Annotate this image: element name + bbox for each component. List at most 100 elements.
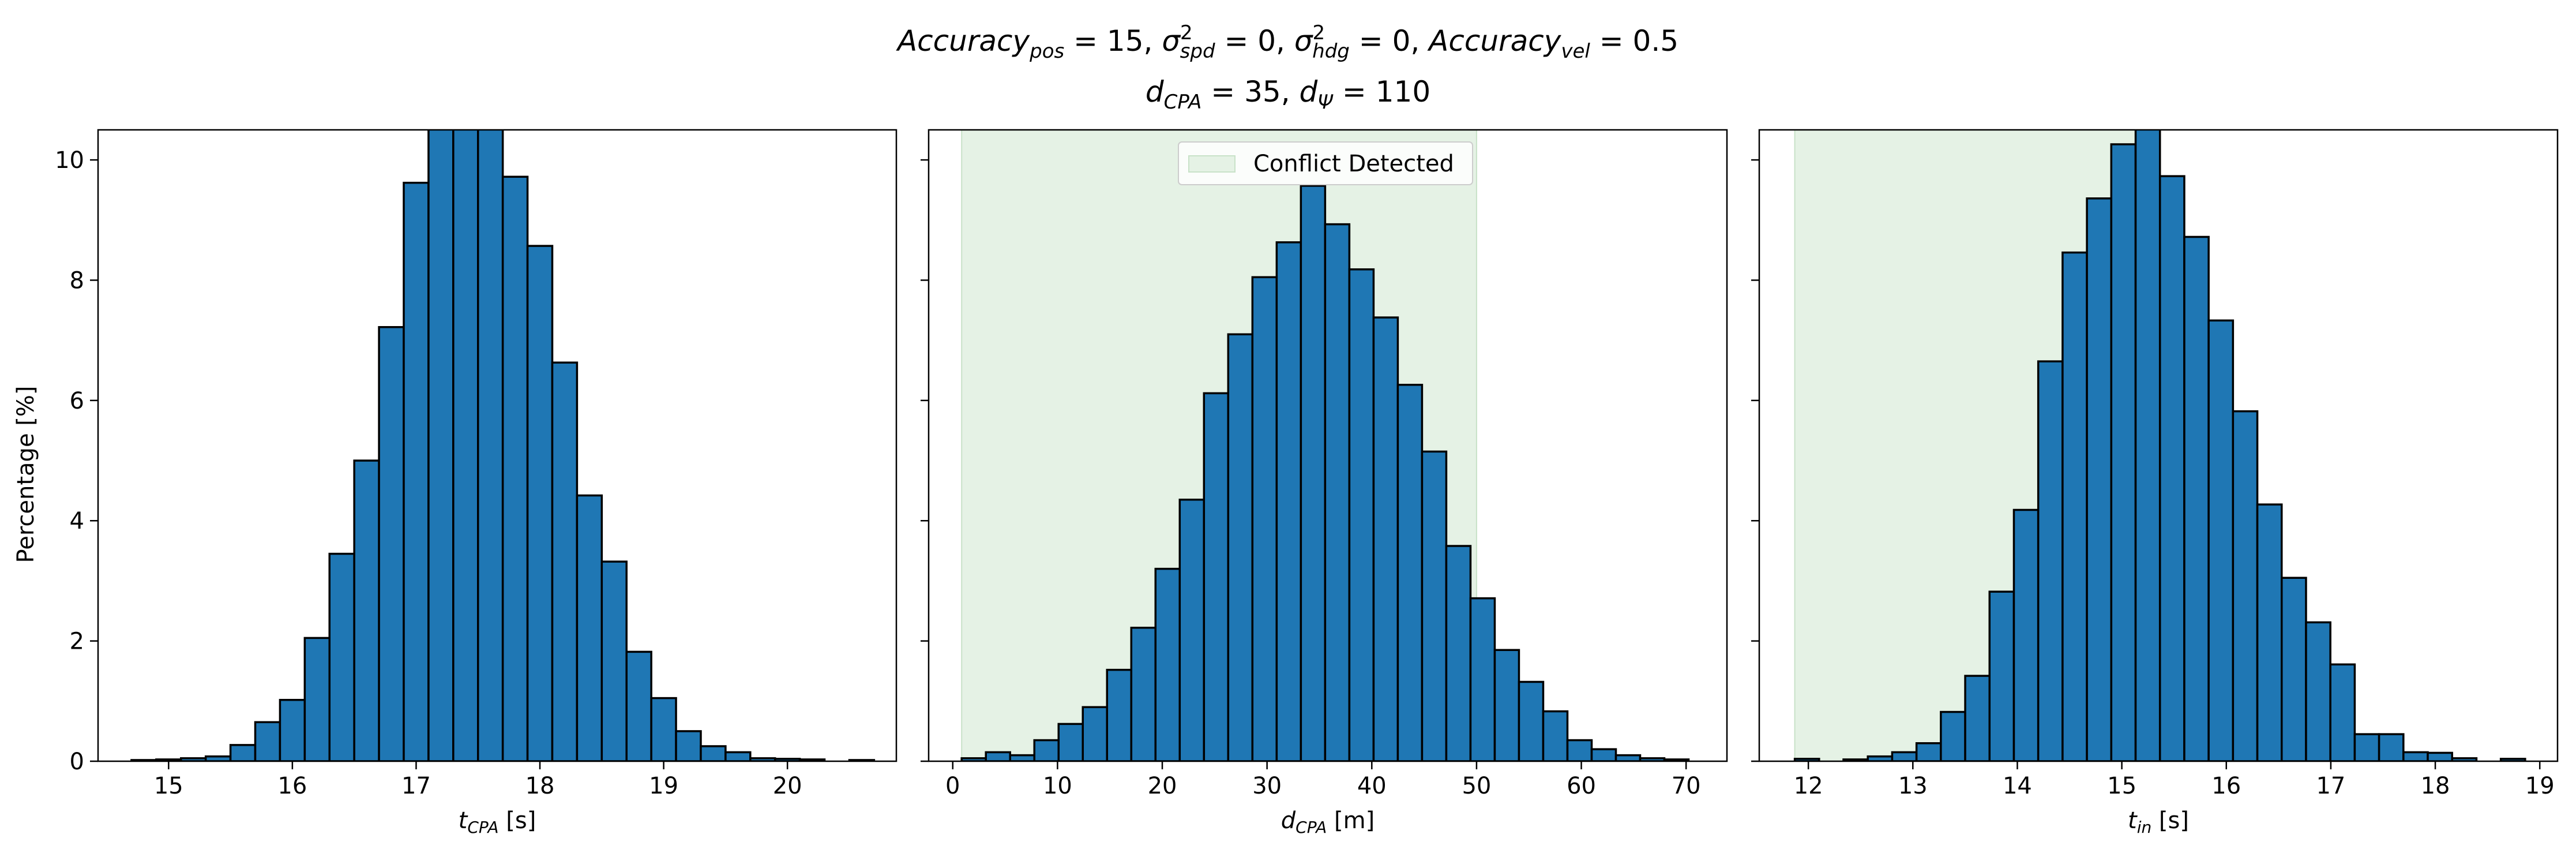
x-tick-label: 13 bbox=[1898, 773, 1928, 799]
histogram-bar bbox=[1542, 710, 1569, 761]
histogram-bar bbox=[1227, 333, 1254, 761]
title-l2-seg-0: d bbox=[1145, 75, 1164, 109]
title-l1-seg-2: σ bbox=[1294, 24, 1313, 58]
x-axis-label: tin [s] bbox=[2128, 807, 2189, 837]
histogram-bar bbox=[1203, 392, 1230, 761]
title-l2-sub-1: Ψ bbox=[1317, 91, 1334, 114]
title-l1-seg-1: σ bbox=[1162, 24, 1181, 58]
histogram-bar bbox=[985, 751, 1011, 761]
legend-label: Conflict Detected bbox=[1253, 151, 1454, 177]
title-l1-sup-2: 2 bbox=[1312, 21, 1325, 44]
x-tick-label: 0 bbox=[945, 773, 960, 799]
histogram-bar bbox=[1566, 739, 1593, 761]
histogram-bar bbox=[1421, 450, 1448, 761]
histogram-bar bbox=[2353, 733, 2380, 761]
histogram-bar bbox=[2086, 197, 2113, 761]
histogram-bar bbox=[2451, 757, 2478, 761]
histogram-bar bbox=[1518, 680, 1545, 761]
x-tick-label: 16 bbox=[2211, 773, 2241, 799]
histogram-bar bbox=[1614, 754, 1642, 761]
title-l1-sub-2: hdg bbox=[1312, 40, 1350, 63]
x-tick-label: 18 bbox=[525, 773, 555, 799]
histogram-bar bbox=[229, 744, 257, 761]
panel-plot-area bbox=[1793, 130, 2526, 761]
title-l1-rest-3: = 0.5 bbox=[1590, 24, 1679, 58]
x-axis-label-var: t bbox=[2128, 807, 2138, 834]
x-axis-label-var: d bbox=[1281, 807, 1296, 834]
histogram-bar bbox=[378, 326, 405, 761]
panel-right: 12 13 14 15 16 17 18 19 tin [s] bbox=[1751, 129, 2559, 837]
histogram-bar bbox=[501, 175, 529, 761]
histogram-bar bbox=[2499, 758, 2526, 761]
histogram-bar bbox=[2256, 503, 2283, 761]
histogram-bar bbox=[600, 560, 628, 761]
histogram-bar bbox=[2427, 751, 2453, 761]
histogram-bar bbox=[625, 650, 652, 761]
histogram-bar bbox=[1033, 739, 1060, 761]
y-tick-label: 0 bbox=[70, 749, 84, 775]
title-l1-seg-0: Accuracy bbox=[897, 24, 1030, 58]
histogram-bar bbox=[254, 721, 281, 761]
x-axis-label: tCPA [s] bbox=[459, 807, 536, 837]
histogram-bar bbox=[2061, 251, 2088, 761]
panel-left: 15 16 17 18 19 20 0 2 4 6 8 10 tCPA [s] bbox=[55, 129, 898, 837]
histogram-bar bbox=[427, 130, 455, 761]
x-tick-label: 19 bbox=[2525, 773, 2555, 799]
histogram-bar bbox=[551, 361, 579, 761]
histogram-bar bbox=[1348, 268, 1375, 761]
histogram-bar bbox=[1493, 649, 1520, 761]
x-tick-label: 40 bbox=[1357, 773, 1387, 799]
x-axis-label-sub: CPA bbox=[1295, 818, 1327, 837]
x-axis-label: dCPA [m] bbox=[1281, 807, 1375, 837]
histogram-bar bbox=[2037, 360, 2064, 761]
histogram-bar bbox=[2402, 751, 2429, 761]
title-line-2: dCPA = 35, dΨ = 110 bbox=[0, 72, 2576, 122]
histogram-bar bbox=[2158, 175, 2186, 761]
histogram-bar bbox=[2183, 235, 2210, 761]
legend-swatch bbox=[1188, 155, 1236, 173]
histogram-bar bbox=[576, 494, 603, 761]
x-tick-label: 14 bbox=[2003, 773, 2032, 799]
histogram-bar bbox=[1469, 597, 1496, 761]
histogram-bar bbox=[1445, 545, 1472, 761]
histogram-bar bbox=[2281, 577, 2307, 761]
y-tick-label: 10 bbox=[55, 147, 84, 174]
panel-plot-area bbox=[960, 130, 1690, 761]
axes-frame bbox=[927, 129, 1728, 762]
histogram-bar bbox=[452, 130, 479, 761]
histogram-bar bbox=[328, 552, 355, 761]
figure-title: Accuracypos = 15, σ2spd = 0, σ2hdg = 0, … bbox=[0, 13, 2576, 122]
histogram-bar bbox=[1372, 316, 1399, 761]
histogram-bar bbox=[2134, 130, 2161, 761]
histogram-bar bbox=[1590, 748, 1617, 761]
histogram-bar bbox=[1964, 675, 1991, 761]
title-l2-rest-1: = 110 bbox=[1333, 75, 1431, 109]
histogram-bar bbox=[1300, 185, 1327, 761]
x-axis-label-sub: in bbox=[2137, 818, 2152, 837]
histogram-bar bbox=[2329, 663, 2356, 761]
title-l2-sub-0: CPA bbox=[1163, 91, 1202, 114]
title-l1-rest-1: = 0, bbox=[1215, 24, 1294, 58]
x-tick-label: 15 bbox=[154, 773, 183, 799]
histogram-bar bbox=[1867, 755, 1894, 761]
histogram-bar bbox=[526, 245, 554, 761]
x-tick-label: 10 bbox=[1043, 773, 1072, 799]
y-tick-label: 2 bbox=[70, 628, 84, 655]
x-tick-label: 50 bbox=[1462, 773, 1491, 799]
histogram-bar bbox=[204, 755, 232, 761]
x-tick-label: 17 bbox=[2316, 773, 2345, 799]
x-tick-label: 17 bbox=[401, 773, 431, 799]
histogram-bar bbox=[1915, 742, 1942, 761]
x-tick-label: 20 bbox=[773, 773, 802, 799]
x-tick-label: 20 bbox=[1148, 773, 1177, 799]
histogram-bar bbox=[476, 130, 504, 761]
y-tick-label: 8 bbox=[70, 267, 84, 294]
histogram-bar bbox=[1082, 706, 1109, 761]
histogram-bar bbox=[403, 181, 430, 761]
histogram-bar bbox=[2012, 508, 2040, 761]
x-tick-label: 15 bbox=[2107, 773, 2136, 799]
axes-frame bbox=[1758, 129, 2559, 762]
y-tick-label: 6 bbox=[70, 388, 84, 414]
